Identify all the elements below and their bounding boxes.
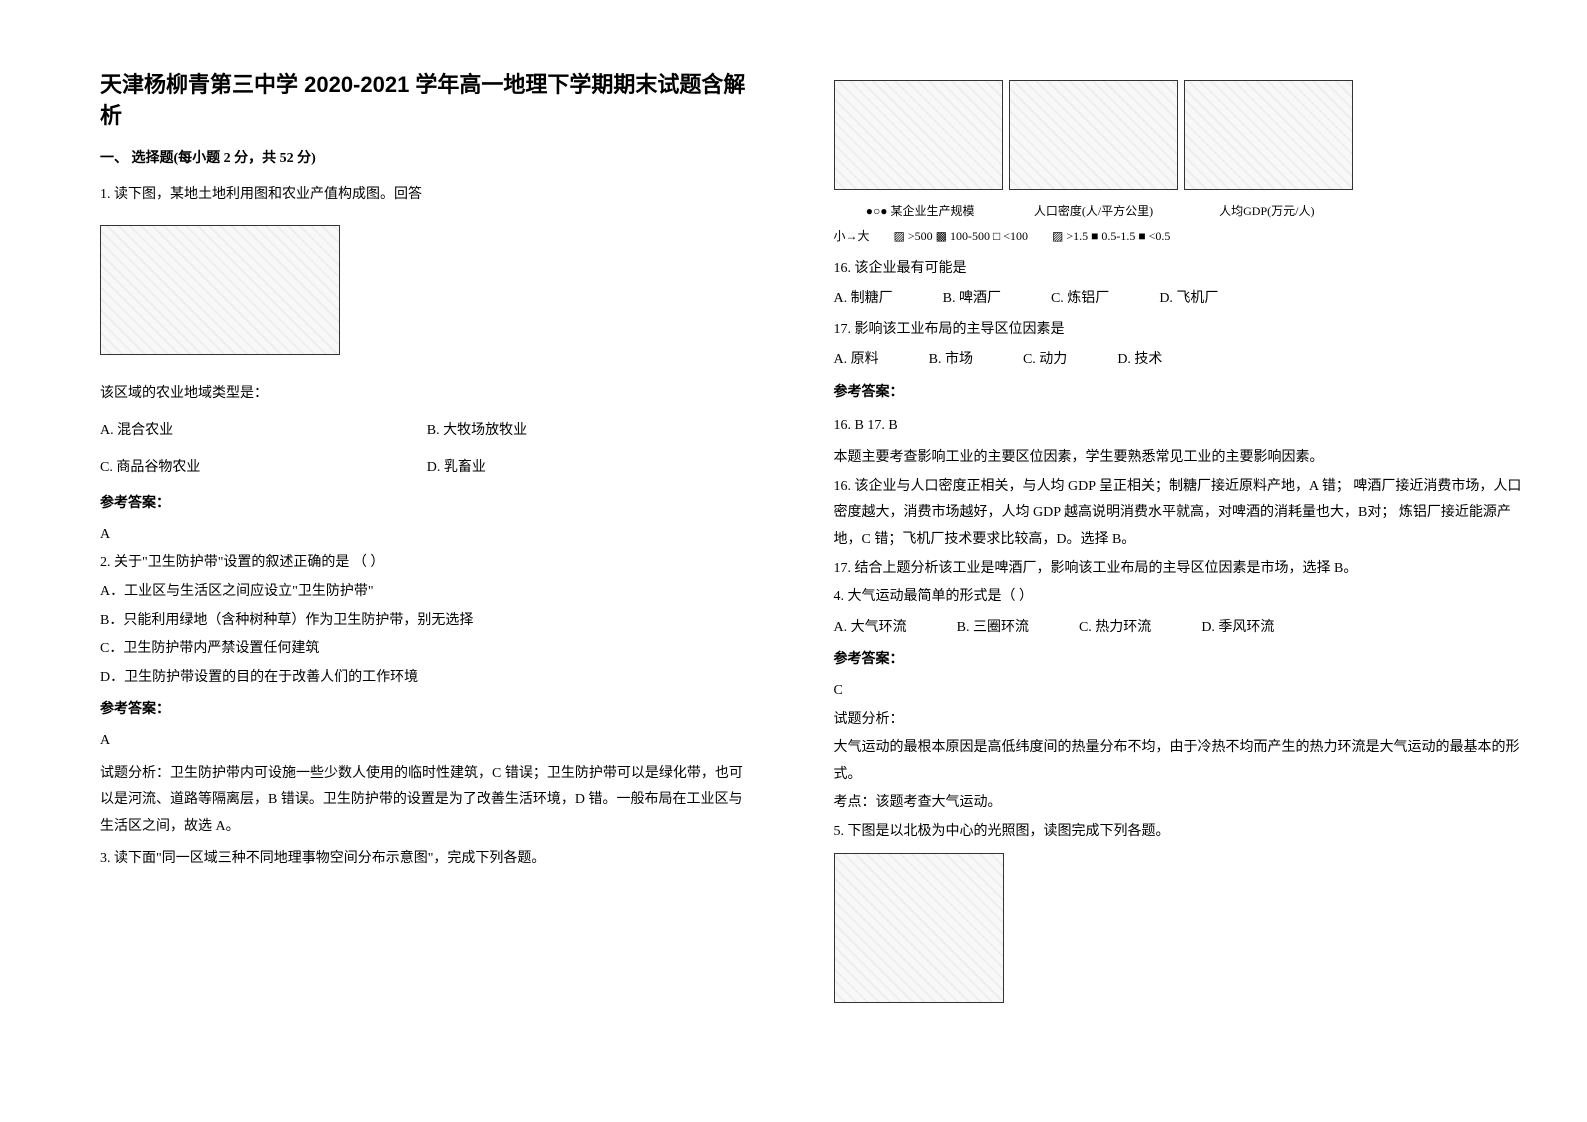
q1-answer: A bbox=[100, 522, 754, 549]
q1-answer-label: 参考答案： bbox=[100, 491, 754, 518]
q1-opt-d: D. 乳畜业 bbox=[427, 455, 754, 482]
q2-opt-b: B．只能利用绿地（含种树种草）作为卫生防护带，别无选择 bbox=[100, 608, 754, 635]
q2-opt-c: C．卫生防护带内严禁设置任何建筑 bbox=[100, 636, 754, 663]
q1-options-row1: A. 混合农业 B. 大牧场放牧业 bbox=[100, 418, 754, 445]
q17-opt-a: A. 原料 bbox=[834, 347, 879, 374]
q17-opt-d: D. 技术 bbox=[1117, 347, 1162, 374]
q5-figure bbox=[834, 853, 1004, 1003]
q3-cap-3: 人均GDP(万元/人) bbox=[1180, 200, 1353, 223]
doc-title: 天津杨柳青第三中学 2020-2021 学年高一地理下学期期末试题含解析 bbox=[100, 70, 754, 132]
q3-answer: 16. B 17. B bbox=[834, 413, 1528, 440]
q3-cap-2: 人口密度(人/平方公里) bbox=[1007, 200, 1180, 223]
q16-options: A. 制糖厂 B. 啤酒厂 C. 炼铝厂 D. 飞机厂 bbox=[834, 286, 1528, 313]
q2-opt-a: A．工业区与生活区之间应设立"卫生防护带" bbox=[100, 579, 754, 606]
q16-stem: 16. 该企业最有可能是 bbox=[834, 256, 1528, 283]
q16-opt-d: D. 飞机厂 bbox=[1159, 286, 1218, 313]
q3-answer-label: 参考答案： bbox=[834, 380, 1528, 407]
q3-figure-captions: ●○● 某企业生产规模 人口密度(人/平方公里) 人均GDP(万元/人) bbox=[834, 200, 1354, 223]
q3-stem: 3. 读下面"同一区域三种不同地理事物空间分布示意图"，完成下列各题。 bbox=[100, 846, 754, 873]
q2-stem: 2. 关于"卫生防护带"设置的叙述正确的是 （ ） bbox=[100, 550, 754, 577]
q4-opt-b: B. 三圈环流 bbox=[957, 615, 1029, 642]
q4-stem: 4. 大气运动最简单的形式是（ ） bbox=[834, 584, 1528, 611]
q3-legend: 小→大 ▨ >500 ▩ 100-500 □ <100 ▨ >1.5 ■ 0.5… bbox=[834, 225, 1528, 248]
q17-opt-b: B. 市场 bbox=[929, 347, 973, 374]
q1-figure bbox=[100, 225, 340, 355]
q3-legend-mid: ▨ >500 ▩ 100-500 □ <100 bbox=[894, 225, 1028, 248]
q4-opt-d: D. 季风环流 bbox=[1201, 615, 1274, 642]
q3-cap-1-text: 某企业生产规模 bbox=[891, 204, 975, 218]
q3-figure-panel-3 bbox=[1184, 80, 1353, 190]
q4-answer-label: 参考答案： bbox=[834, 647, 1528, 674]
q4-answer: C bbox=[834, 678, 1528, 705]
q16-opt-b: B. 啤酒厂 bbox=[943, 286, 1001, 313]
q5-stem: 5. 下图是以北极为中心的光照图，读图完成下列各题。 bbox=[834, 819, 1528, 846]
q2-answer-label: 参考答案： bbox=[100, 697, 754, 724]
q3-legend-right: ▨ >1.5 ■ 0.5-1.5 ■ <0.5 bbox=[1052, 225, 1170, 248]
q4-opt-c: C. 热力环流 bbox=[1079, 615, 1151, 642]
q3-explain-3: 17. 结合上题分析该工业是啤酒厂，影响该工业布局的主导区位因素是市场，选择 B… bbox=[834, 556, 1528, 583]
q4-explain-1: 大气运动的最根本原因是高低纬度间的热量分布不均，由于冷热不均而产生的热力环流是大… bbox=[834, 735, 1528, 788]
q4-explain-2: 考点：该题考查大气运动。 bbox=[834, 790, 1528, 817]
section-1-head: 一、 选择题(每小题 2 分，共 52 分) bbox=[100, 146, 754, 173]
q3-figure-panel-2 bbox=[1009, 80, 1178, 190]
q1-opt-b: B. 大牧场放牧业 bbox=[427, 418, 754, 445]
q4-explain-head: 试题分析： bbox=[834, 707, 1528, 734]
q3-explain-2: 16. 该企业与人口密度正相关，与人均 GDP 呈正相关；制糖厂接近原料产地，A… bbox=[834, 474, 1528, 554]
left-column: 天津杨柳青第三中学 2020-2021 学年高一地理下学期期末试题含解析 一、 … bbox=[0, 0, 794, 1122]
q1-options-row2: C. 商品谷物农业 D. 乳畜业 bbox=[100, 455, 754, 482]
q3-legend-left: 小→大 bbox=[834, 225, 870, 248]
q3-cap-1: ●○● 某企业生产规模 bbox=[834, 200, 1007, 223]
right-column: ●○● 某企业生产规模 人口密度(人/平方公里) 人均GDP(万元/人) 小→大… bbox=[794, 0, 1587, 1122]
q16-opt-c: C. 炼铝厂 bbox=[1051, 286, 1109, 313]
q4-options: A. 大气环流 B. 三圈环流 C. 热力环流 D. 季风环流 bbox=[834, 615, 1528, 642]
q1-stem: 1. 读下图，某地土地利用图和农业产值构成图。回答 bbox=[100, 182, 754, 209]
q1-opt-c: C. 商品谷物农业 bbox=[100, 455, 427, 482]
q17-stem: 17. 影响该工业布局的主导区位因素是 bbox=[834, 317, 1528, 344]
q1-prompt: 该区域的农业地域类型是： bbox=[100, 381, 754, 408]
q17-options: A. 原料 B. 市场 C. 动力 D. 技术 bbox=[834, 347, 1528, 374]
q2-answer: A bbox=[100, 728, 754, 755]
q3-figure-panel-1 bbox=[834, 80, 1003, 190]
q16-opt-a: A. 制糖厂 bbox=[834, 286, 893, 313]
q3-explain-1: 本题主要考查影响工业的主要区位因素，学生要熟悉常见工业的主要影响因素。 bbox=[834, 445, 1528, 472]
q3-figure-row bbox=[834, 80, 1354, 190]
q2-opt-d: D．卫生防护带设置的目的在于改善人们的工作环境 bbox=[100, 665, 754, 692]
q1-opt-a: A. 混合农业 bbox=[100, 418, 427, 445]
q17-opt-c: C. 动力 bbox=[1023, 347, 1067, 374]
q4-opt-a: A. 大气环流 bbox=[834, 615, 907, 642]
q2-explanation: 试题分析：卫生防护带内可设施一些少数人使用的临时性建筑，C 错误；卫生防护带可以… bbox=[100, 761, 754, 841]
